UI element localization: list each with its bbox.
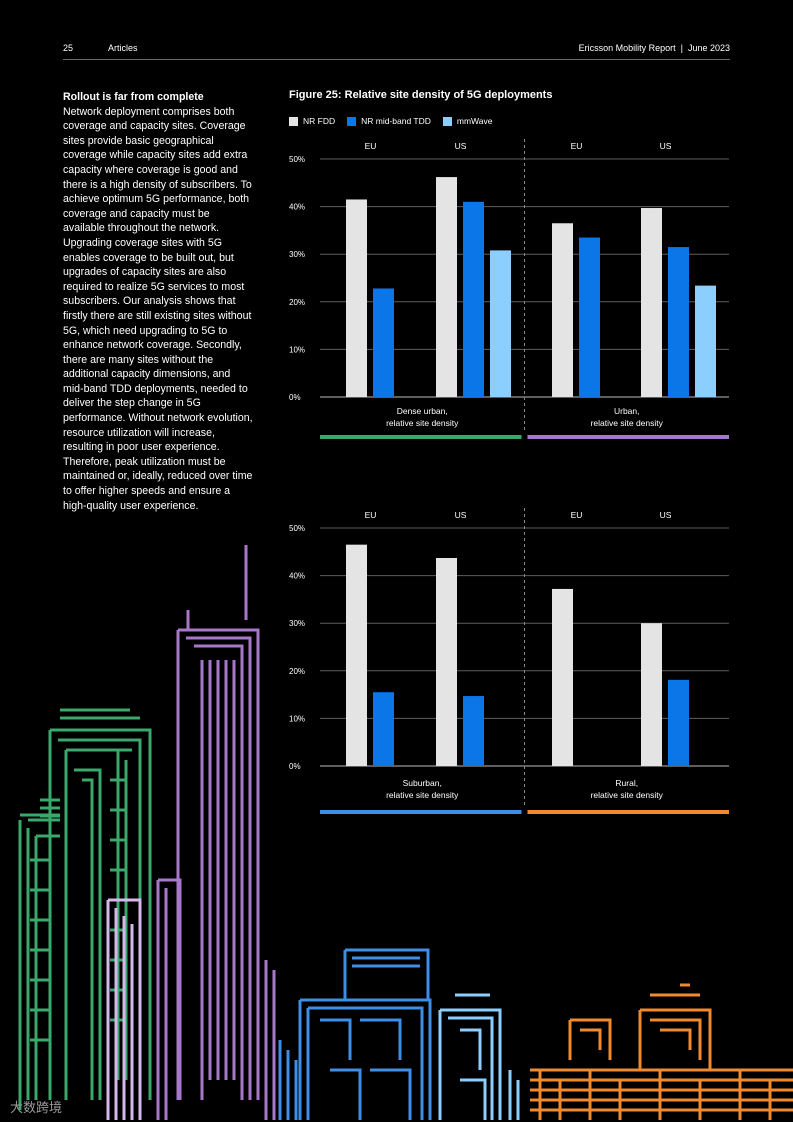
legend-mmwave: mmWave — [442, 116, 493, 126]
y-tick-label: 0% — [289, 393, 301, 402]
article-heading: Rollout is far from complete — [63, 91, 204, 103]
group-label: US — [455, 141, 467, 151]
bar-nr-mid-band-tdd — [668, 679, 689, 766]
y-tick-label: 20% — [289, 298, 305, 307]
report-title: Ericsson Mobility Report | June 2023 — [578, 43, 730, 53]
bar-nr-mid-band-tdd — [579, 237, 600, 397]
light-blue-building-graphic — [438, 993, 520, 1120]
bar-nr-mid-band-tdd — [373, 692, 394, 766]
group-label: EU — [571, 141, 583, 151]
page-number: 25 — [63, 43, 74, 53]
section-label: Articles — [108, 43, 138, 53]
bar-nr-fdd — [436, 557, 457, 766]
lavender-building-graphic — [106, 898, 142, 1120]
blue-building-graphic — [278, 948, 432, 1120]
y-tick-label: 20% — [289, 667, 305, 676]
group-label: US — [455, 510, 467, 520]
legend-swatch — [347, 116, 357, 126]
bar-nr-mid-band-tdd — [668, 247, 689, 397]
bar-mmwave — [490, 250, 511, 397]
y-tick-label: 10% — [289, 345, 305, 354]
header-divider — [63, 59, 730, 60]
legend-label: NR FDD — [303, 116, 336, 126]
orange-building-graphic — [530, 983, 793, 1120]
legend-swatch — [289, 116, 298, 126]
legend-swatch — [442, 116, 452, 126]
bar-nr-fdd — [552, 223, 573, 397]
group-label: EU — [365, 510, 377, 520]
y-tick-label: 10% — [289, 714, 305, 723]
bar-nr-fdd — [552, 588, 573, 766]
category-underline — [527, 435, 729, 439]
group-label: US — [660, 510, 672, 520]
city-skyline-illustration — [18, 545, 793, 1120]
legend-nr-mid-band-tdd: NR mid-band TDD — [347, 116, 431, 126]
chart-legend: NR FDD NR mid-band TDD mmWave — [289, 116, 492, 126]
y-tick-label: 30% — [289, 250, 305, 259]
category-underline — [527, 810, 729, 814]
category-underline — [320, 810, 522, 814]
bar-nr-fdd — [436, 177, 457, 397]
y-tick-label: 0% — [289, 762, 301, 771]
article-body: Network deployment comprises both covera… — [63, 105, 253, 512]
green-building-graphic — [18, 708, 152, 1110]
y-tick-label: 40% — [289, 203, 305, 212]
category-label: relative site density — [591, 418, 664, 428]
bar-nr-fdd — [346, 199, 367, 397]
category-label: Urban, — [614, 406, 640, 416]
y-tick-label: 50% — [289, 524, 305, 533]
bar-mmwave — [695, 285, 716, 397]
category-label: Dense urban, — [397, 406, 448, 416]
category-underline — [320, 435, 522, 439]
y-tick-label: 50% — [289, 155, 305, 164]
category-label: Rural, — [615, 778, 638, 788]
category-label: Suburban, — [403, 778, 442, 788]
legend-label: NR mid-band TDD — [361, 116, 431, 126]
category-label: relative site density — [591, 790, 664, 800]
bar-nr-mid-band-tdd — [463, 201, 484, 397]
bar-nr-fdd — [346, 544, 367, 766]
purple-building-graphic — [156, 545, 276, 1120]
group-label: EU — [365, 141, 377, 151]
bar-nr-fdd — [641, 208, 662, 397]
y-tick-label: 30% — [289, 619, 305, 628]
group-label: EU — [571, 510, 583, 520]
group-label: US — [660, 141, 672, 151]
watermark: 大数跨境 — [10, 1100, 63, 1115]
figure-title: Figure 25: Relative site density of 5G d… — [289, 89, 553, 101]
legend-nr-fdd: NR FDD — [289, 116, 335, 126]
bar-nr-mid-band-tdd — [373, 288, 394, 397]
bar-nr-fdd — [641, 623, 662, 766]
y-tick-label: 40% — [289, 572, 305, 581]
category-label: relative site density — [386, 790, 459, 800]
article-text: Rollout is far from complete Network dep… — [63, 90, 253, 513]
category-label: relative site density — [386, 418, 459, 428]
bar-nr-mid-band-tdd — [463, 696, 484, 766]
legend-label: mmWave — [456, 116, 493, 126]
